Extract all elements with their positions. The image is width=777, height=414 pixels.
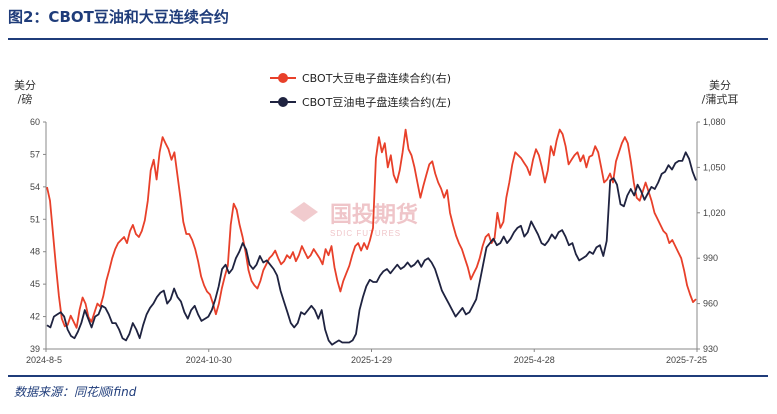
series-line-soyoil (46, 151, 697, 346)
right-tick-label: 1,080 (703, 117, 726, 127)
legend-label-soybean: CBOT大豆电子盘连续合约(右) (302, 71, 451, 85)
legend-label-soyoil: CBOT豆油电子盘连续合约(左) (302, 95, 451, 109)
left-tick-label: 57 (30, 149, 40, 159)
right-tick-label: 990 (703, 253, 718, 263)
watermark-logo-icon (290, 202, 318, 222)
x-tick-label: 2025-4-28 (514, 355, 555, 365)
left-tick-label: 48 (30, 247, 40, 257)
x-tick-label: 2025-7-25 (666, 355, 707, 365)
top-rule (8, 38, 768, 40)
left-tick-label: 42 (30, 312, 40, 322)
left-tick-label: 54 (30, 182, 40, 192)
legend-swatch-soyoil-marker (278, 97, 288, 107)
series-line-soybean (46, 128, 697, 329)
left-axis-unit-line1: 美分 (14, 79, 36, 92)
source-note: 数据来源：同花顺ifind (14, 385, 137, 399)
chart-axes: 39 42 45 48 51 54 57 60 930 960 990 1,020 1,050 1,080… (26, 117, 726, 365)
right-tick-label: 1,050 (703, 162, 726, 172)
left-tick-label: 45 (30, 279, 40, 289)
bottom-rule (8, 375, 768, 377)
figure-title: 图2：CBOT豆油和大豆连续合约 (8, 8, 229, 26)
series-layer (46, 128, 697, 346)
x-tick-label: 2024-8-5 (26, 355, 62, 365)
right-tick-label: 930 (703, 344, 718, 354)
right-tick-label: 1,020 (703, 208, 726, 218)
right-axis-unit-line1: 美分 (709, 79, 731, 92)
right-tick-label: 960 (703, 299, 718, 309)
x-tick-label: 2024-10-30 (186, 355, 232, 365)
watermark: 国投期货 SDIC FUTURES (290, 202, 418, 238)
right-axis-unit-line2: /蒲式耳 (702, 92, 739, 106)
left-tick-label: 39 (30, 344, 40, 354)
legend: CBOT大豆电子盘连续合约(右) CBOT豆油电子盘连续合约(左) (270, 71, 451, 109)
legend-swatch-soybean-marker (278, 73, 288, 83)
left-axis-unit-line2: /磅 (18, 92, 33, 106)
x-tick-label: 2025-1-29 (351, 355, 392, 365)
left-tick-label: 60 (30, 117, 40, 127)
watermark-subtext: SDIC FUTURES (330, 229, 401, 238)
left-tick-label: 51 (30, 214, 40, 224)
